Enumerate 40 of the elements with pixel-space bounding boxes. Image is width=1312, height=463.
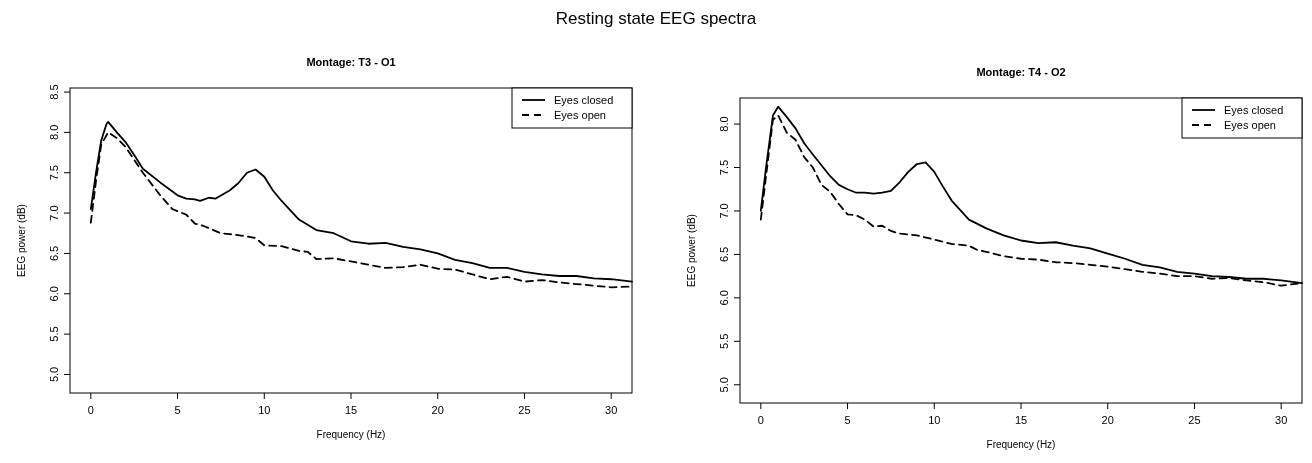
x-tick-label: 0 <box>757 414 764 426</box>
text: Resting state EEG spectra <box>555 9 757 28</box>
y-tick-label: 7.0 <box>48 205 60 221</box>
y-tick-label: 8.5 <box>48 84 60 100</box>
y-tick-label: 8.0 <box>718 116 730 132</box>
y-tick-label: 5.5 <box>718 333 730 349</box>
legend-label: Eyes open <box>1224 119 1276 131</box>
y-axis-title: EEG power (dB) <box>686 214 697 287</box>
chart-title: Montage: T3 - O1 <box>306 56 396 68</box>
x-tick-label: 20 <box>1101 414 1114 426</box>
y-tick-label: 5.5 <box>48 326 60 342</box>
x-tick-label: 5 <box>844 414 851 426</box>
x-tick-label: 0 <box>87 404 94 416</box>
y-tick-label: 6.5 <box>48 245 60 262</box>
x-tick-label: 25 <box>1188 414 1201 426</box>
legend-label: Eyes closed <box>1224 104 1284 116</box>
x-tick-label: 15 <box>1014 414 1028 426</box>
y-tick-label: 8.0 <box>48 124 60 141</box>
x-tick-label: 10 <box>928 414 941 426</box>
y-tick-label: 7.0 <box>718 203 730 219</box>
chart-title: Montage: T4 - O2 <box>976 66 1066 78</box>
x-tick-label: 25 <box>518 404 531 416</box>
x-tick-label: 20 <box>431 404 444 416</box>
legend-label: Eyes open <box>554 109 606 121</box>
legend-label: Eyes closed <box>554 94 614 106</box>
x-axis-title: Frequency (Hz) <box>986 439 1056 450</box>
y-tick-label: 6.5 <box>718 246 730 263</box>
y-tick-label: 7.5 <box>48 165 60 181</box>
y-axis-title: EEG power (dB) <box>16 204 27 277</box>
x-tick-label: 15 <box>344 404 358 416</box>
y-tick-label: 5.0 <box>718 377 730 393</box>
x-tick-label: 30 <box>1275 414 1288 426</box>
y-tick-label: 6.0 <box>718 290 730 306</box>
x-tick-label: 10 <box>258 404 271 416</box>
y-tick-label: 6.0 <box>48 286 60 302</box>
y-tick-label: 5.0 <box>48 366 60 383</box>
x-tick-label: 30 <box>605 404 618 416</box>
x-tick-label: 5 <box>174 404 181 416</box>
y-tick-label: 7.5 <box>718 159 730 176</box>
x-axis-title: Frequency (Hz) <box>316 429 386 440</box>
